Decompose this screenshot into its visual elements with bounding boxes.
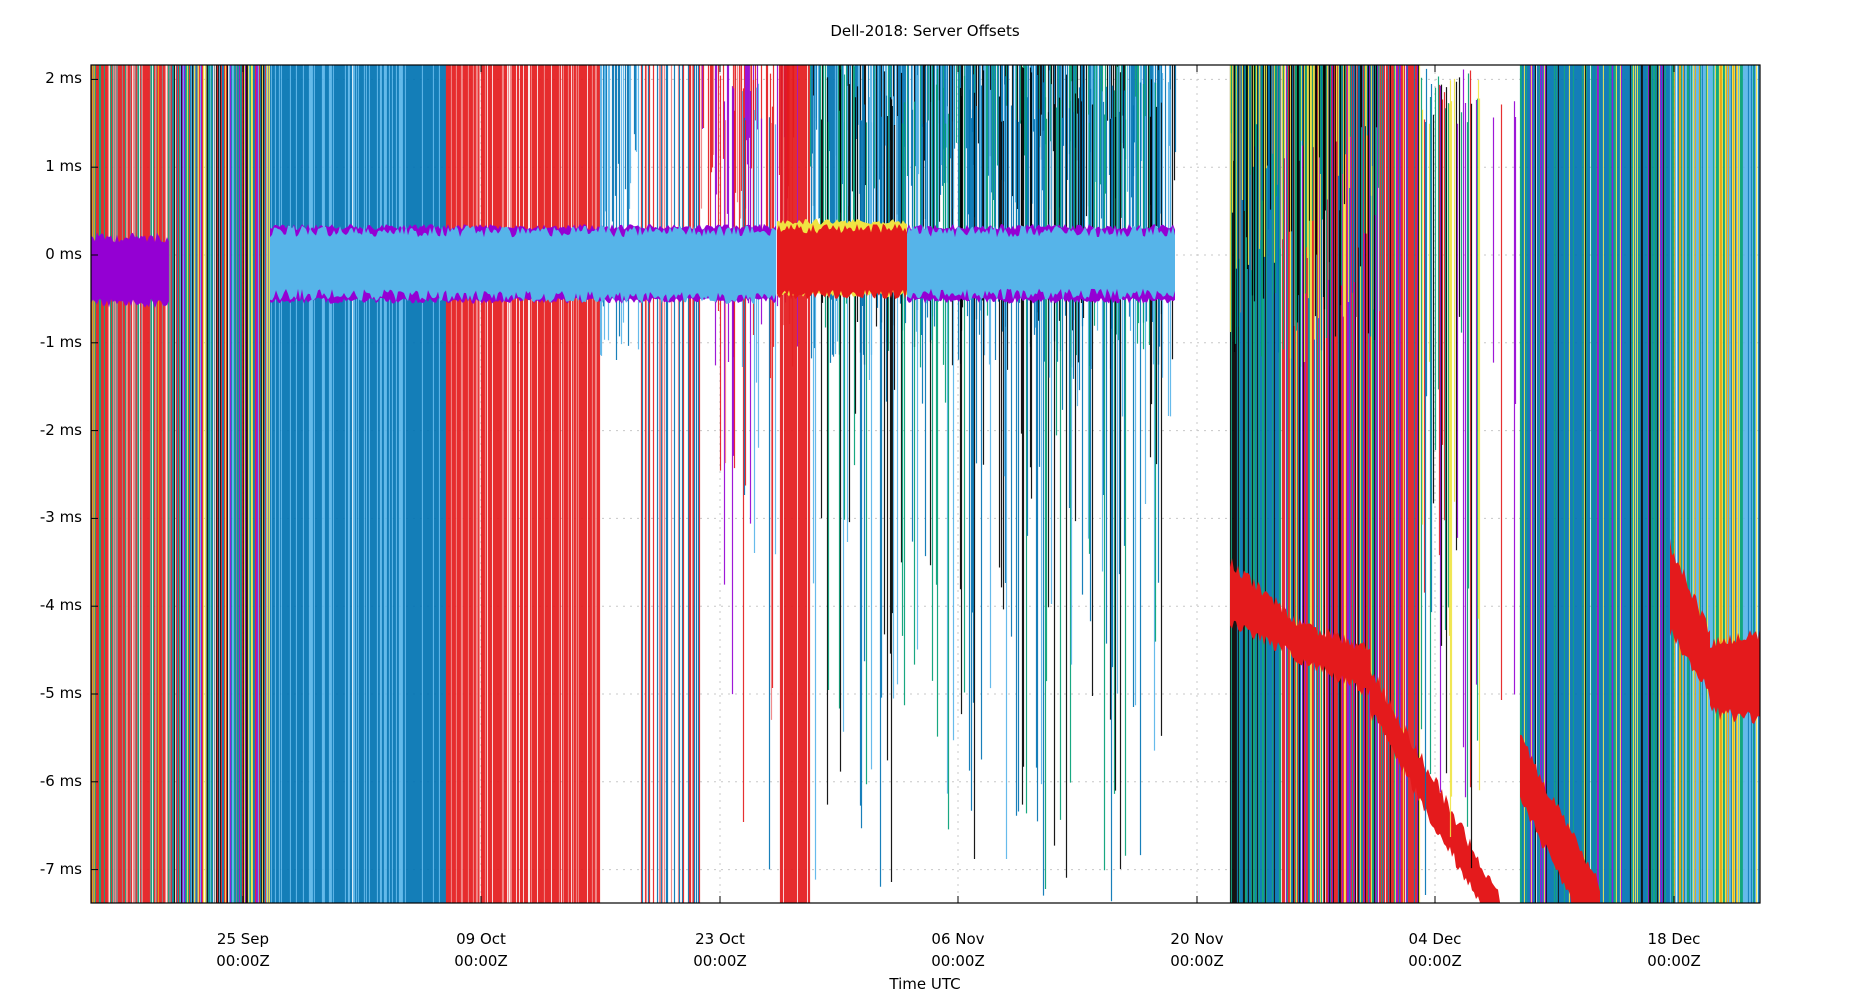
x-tick-label: 04 Dec 00:00Z (1375, 928, 1495, 972)
x-tick-label: 25 Sep 00:00Z (183, 928, 303, 972)
x-tick-time: 00:00Z (931, 952, 985, 970)
x-tick-time: 00:00Z (454, 952, 508, 970)
plot-border (90, 64, 1761, 904)
x-axis-title: Time UTC (889, 975, 961, 993)
x-tick-time: 00:00Z (1170, 952, 1224, 970)
y-tick-label: -1 ms (39, 332, 82, 351)
x-tick-label: 23 Oct 00:00Z (660, 928, 780, 972)
x-tick-time: 00:00Z (1647, 952, 1701, 970)
x-tick-date: 04 Dec (1408, 930, 1462, 948)
x-tick-date: 06 Nov (931, 930, 985, 948)
y-tick-label: 2 ms (45, 69, 82, 88)
x-tick-date: 25 Sep (216, 930, 270, 948)
y-tick-label: -3 ms (39, 508, 82, 527)
x-tick-label: 20 Nov 00:00Z (1137, 928, 1257, 972)
y-tick-label: -5 ms (39, 684, 82, 702)
x-tick-time: 00:00Z (1408, 952, 1462, 970)
y-tick-label: 0 ms (45, 245, 82, 263)
x-tick-date: 20 Nov (1170, 930, 1224, 948)
y-tick-label: -6 ms (39, 771, 82, 790)
x-tick-date: 18 Dec (1647, 930, 1701, 948)
x-tick-time: 00:00Z (216, 952, 270, 970)
chart-title: Dell-2018: Server Offsets (830, 22, 1020, 40)
x-tick-label: 06 Nov 00:00Z (898, 928, 1018, 972)
data-series (91, 65, 1760, 903)
y-tick-label: -7 ms (39, 859, 82, 878)
x-tick-date: 09 Oct (456, 930, 506, 948)
y-tick-label: 1 ms (45, 157, 82, 176)
x-tick-date: 23 Oct (695, 930, 745, 948)
y-tick-label: -4 ms (39, 596, 82, 615)
y-tick-label: -2 ms (39, 420, 82, 439)
x-tick-label: 09 Oct 00:00Z (421, 928, 541, 972)
x-tick-label: 18 Dec 00:00Z (1614, 928, 1734, 972)
axis-ticks (91, 65, 1675, 903)
x-tick-time: 00:00Z (693, 952, 747, 970)
